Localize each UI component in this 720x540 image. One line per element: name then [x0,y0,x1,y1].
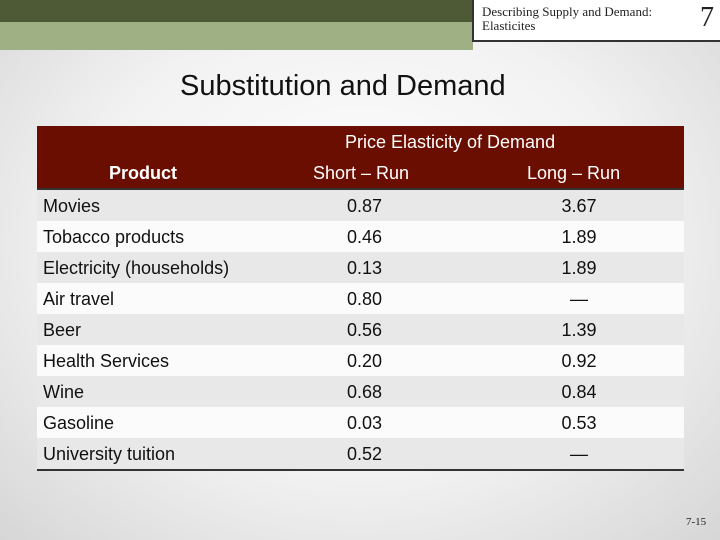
table-header: Price Elasticity of Demand Product Short… [37,126,684,190]
table-cell: 0.84 [561,382,597,402]
table: Price Elasticity of Demand Product Short… [37,126,684,471]
table-cell: Tobacco products [43,227,185,247]
table-cell: Wine [43,382,85,402]
table-cell: 1.39 [561,320,597,340]
table-cell: Electricity (households) [43,258,230,278]
page-number: 7-15 [686,516,707,528]
table-cell: 1.89 [561,258,597,278]
table-row: Electricity (households) 0.13 1.89 [37,252,684,283]
table-row: University tuition 0.52 — [37,438,684,469]
table-row: Gasoline 0.03 0.53 [37,407,684,438]
table-cell: Health Services [43,351,170,371]
table-cell: 1.89 [561,227,597,247]
table-cell: Movies [43,196,101,216]
table-cell: Air travel [43,289,115,309]
table-row: Air travel 0.80 — [37,283,684,314]
header-box: Describing Supply and Demand: Elasticite… [472,0,720,42]
table-cell: — [570,444,588,464]
column-header: Long – Run [527,163,621,183]
table-row: Movies 0.87 3.67 [37,190,684,221]
column-header: Short – Run [313,163,410,183]
table-row: Wine 0.68 0.84 [37,376,684,407]
table-row: Beer 0.56 1.39 [37,314,684,345]
section-title: Describing Supply and Demand: Elasticite… [482,4,653,33]
table-row: Tobacco products 0.46 1.89 [37,221,684,252]
table-bottom-rule [37,469,684,471]
slide-title: Substitution and Demand [180,70,506,102]
table-body: Movies 0.87 3.67 Tobacco products 0.46 1.89 El… [37,190,684,469]
table-cell: Gasoline [43,413,115,433]
table-cell: 0.52 [347,444,383,464]
table-cell: 0.80 [347,289,383,309]
column-header: Product [109,163,178,183]
table-cell: 0.56 [347,320,383,340]
table-cell: 0.20 [347,351,383,371]
table-cell: 0.68 [347,382,383,402]
table-row: Health Services 0.20 0.92 [37,345,684,376]
table-cell: 0.87 [347,196,383,216]
table-cell: 0.03 [347,413,383,433]
top-band [0,22,473,50]
table-cell: 0.46 [347,227,383,247]
table-cell: 3.67 [561,196,597,216]
table-cell: 0.13 [347,258,383,278]
top-bar [0,0,473,22]
table-cell: Beer [43,320,82,340]
group-header: Price Elasticity of Demand [345,132,556,152]
table-cell: 0.92 [561,351,597,371]
table-cell: University tuition [43,444,176,464]
chapter-number: 7 [700,2,714,33]
table-cell: 0.53 [561,413,597,433]
table-cell: — [570,289,588,309]
